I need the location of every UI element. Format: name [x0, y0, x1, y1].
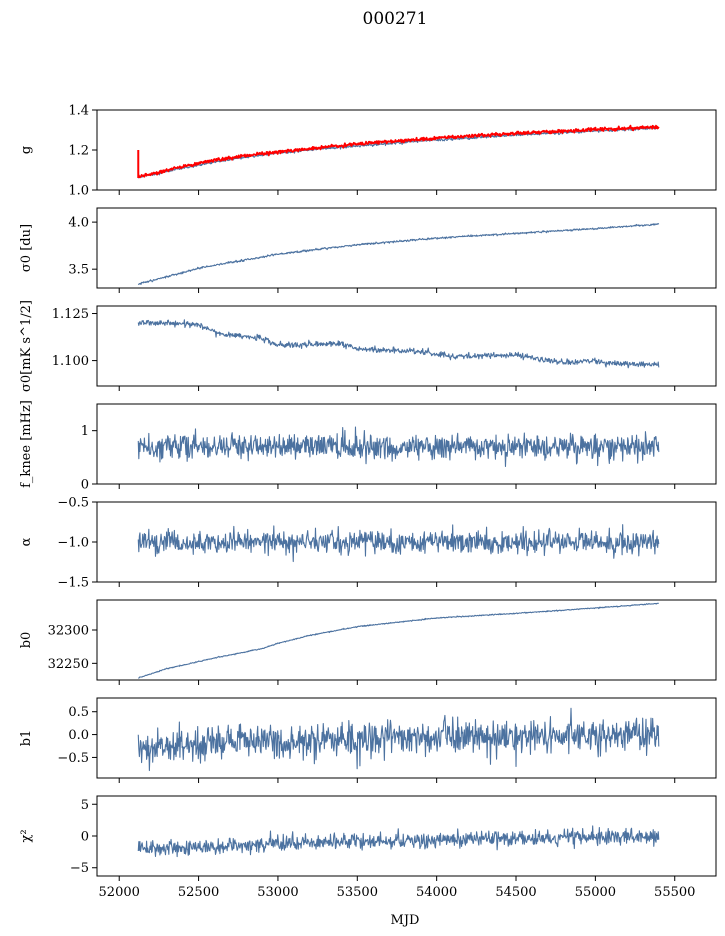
y-tick-label: 1.4	[68, 104, 89, 119]
series-line-1	[137, 222, 660, 286]
y-axis-label: b1	[19, 730, 34, 747]
axes-frame	[96, 207, 717, 289]
panels: 1.0 1.2 1.4 g 3.5 4.0 σ0 [du] 1.100 1.125 σ0[mK s…	[19, 104, 717, 900]
x-tick-label: 53500	[337, 885, 378, 900]
panel-8: −5 0 5 52000 52500 53000 53500 54000 54500 55000 5…	[19, 795, 717, 900]
y-tick-label: 0	[81, 830, 89, 845]
panel-7: −0.5 0.0 0.5 b1	[19, 697, 717, 783]
y-tick-label: 5	[81, 798, 89, 813]
axes-frame	[96, 109, 717, 191]
series-line-1	[137, 707, 660, 772]
y-tick-label: 1.125	[52, 307, 89, 322]
series-line-1	[137, 426, 660, 468]
x-tick-label: 55500	[654, 885, 695, 900]
panel-4: 0 1 f_knee [mHz]	[19, 400, 717, 493]
axes-frame	[96, 305, 717, 387]
x-tick-label: 54500	[495, 885, 536, 900]
y-tick-label: 1.2	[68, 144, 89, 159]
y-tick-label: −1.5	[57, 576, 89, 591]
y-tick-label: 0.0	[68, 728, 89, 743]
y-tick-label: 1	[81, 424, 89, 439]
y-tick-label: −1.0	[57, 536, 89, 551]
panel-2: 3.5 4.0 σ0 [du]	[19, 207, 717, 293]
panel-3: 1.100 1.125 σ0[mK s^1/2]	[19, 300, 717, 392]
series-line-1	[137, 319, 660, 369]
x-tick-label: 52500	[178, 885, 219, 900]
y-axis-label: α	[19, 537, 34, 546]
axes-frame	[96, 697, 717, 779]
y-tick-label: −5	[70, 861, 89, 876]
y-tick-label: 1.0	[68, 184, 89, 199]
x-tick-label: 55000	[575, 885, 616, 900]
figure-title: 000271	[363, 9, 428, 29]
y-tick-label: 3.5	[68, 263, 89, 278]
y-tick-label: 0.5	[68, 705, 89, 720]
y-axis-label: σ0[mK s^1/2]	[19, 300, 34, 392]
y-tick-label: 32250	[48, 657, 89, 672]
y-tick-label: 4.0	[68, 216, 89, 231]
axes-frame	[96, 599, 717, 681]
y-tick-label: 32300	[48, 624, 89, 639]
series-line-1	[137, 524, 660, 563]
y-axis-label: σ0 [du]	[19, 224, 34, 272]
y-tick-label: −0.5	[57, 751, 89, 766]
y-axis-label: χ²	[19, 829, 34, 842]
y-axis-label: g	[19, 146, 34, 154]
y-tick-label: −0.5	[57, 496, 89, 511]
y-axis-label: b0	[19, 632, 34, 649]
panel-6: 32250 32300 b0	[19, 599, 717, 685]
x-tick-label: 52000	[99, 885, 140, 900]
axes-frame	[96, 403, 717, 485]
series-line-1	[138, 602, 659, 679]
x-tick-label: 53000	[257, 885, 298, 900]
x-tick-label: 54000	[416, 885, 457, 900]
series-line-2	[137, 124, 660, 179]
x-axis-label: MJD	[391, 913, 420, 928]
series-line-1	[137, 825, 660, 858]
y-tick-label: 0	[81, 478, 89, 493]
y-axis-label: f_knee [mHz]	[19, 400, 34, 488]
series-line-1	[137, 126, 659, 179]
panel-5: −1.5 −1.0 −0.5 α	[19, 496, 717, 591]
panel-1: 1.0 1.2 1.4 g	[19, 104, 717, 199]
y-tick-label: 1.100	[52, 354, 89, 369]
